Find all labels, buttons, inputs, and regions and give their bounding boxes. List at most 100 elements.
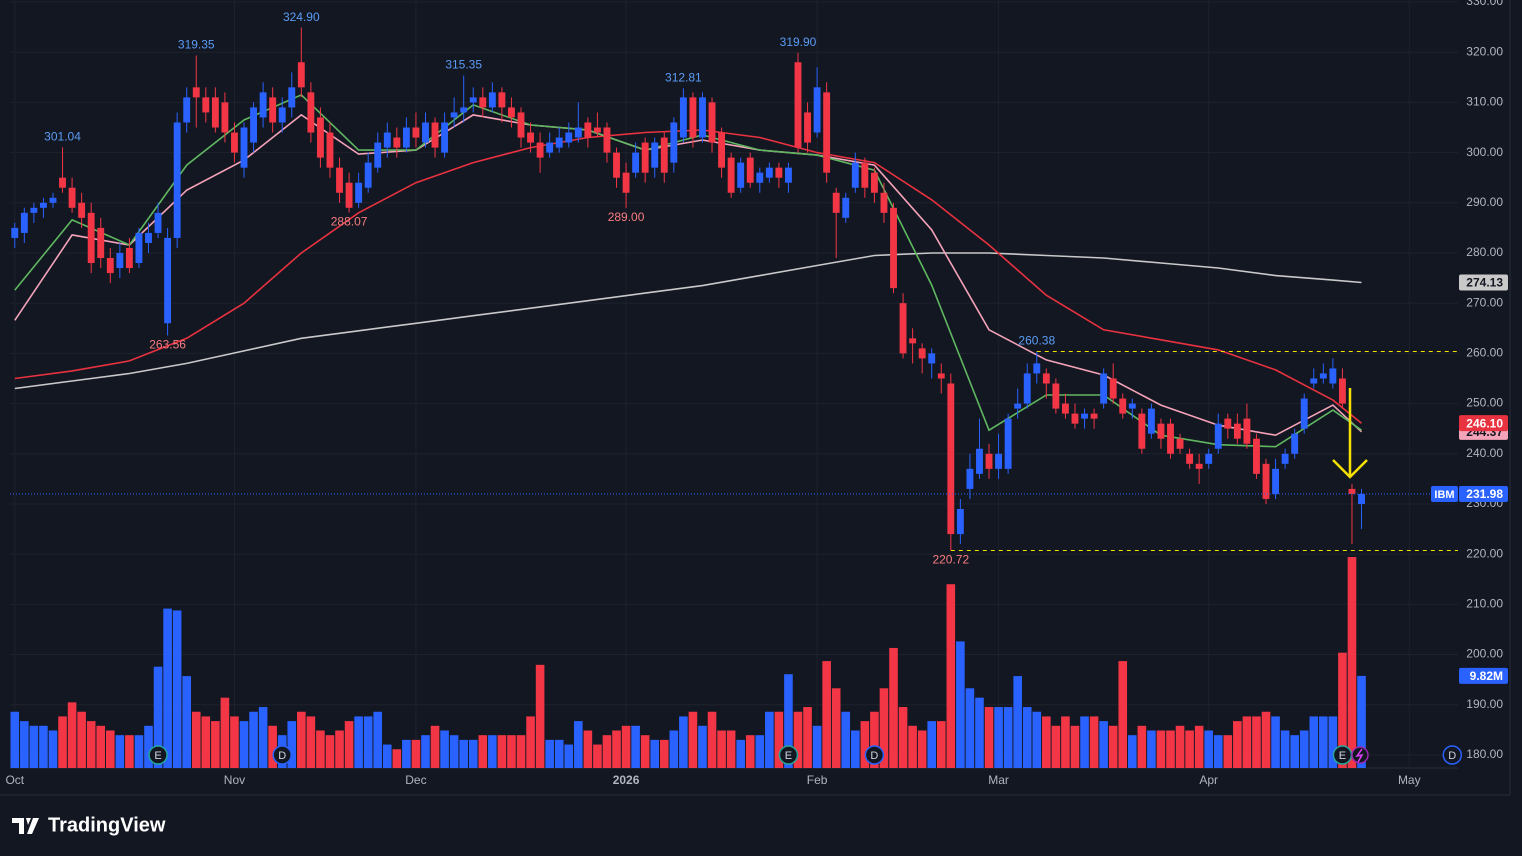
candle-body xyxy=(498,92,506,108)
event-marker xyxy=(272,745,292,765)
volume-bar xyxy=(574,721,583,768)
candle-body xyxy=(593,127,601,133)
volume-bar xyxy=(421,735,430,768)
volume-bar xyxy=(10,711,20,768)
volume-bar xyxy=(1003,707,1013,768)
volume-bar xyxy=(812,725,822,768)
volume-bar xyxy=(363,716,373,768)
candle-body xyxy=(1310,378,1318,384)
x-tick-label: Nov xyxy=(224,773,245,787)
candle-body xyxy=(345,182,353,208)
volume-bar xyxy=(29,725,39,768)
candle-body xyxy=(918,348,926,359)
candle-body xyxy=(20,212,28,233)
last-price-tag-bg xyxy=(1459,486,1508,503)
volume-bar xyxy=(468,739,478,768)
volume-bar xyxy=(870,711,879,768)
volume-bar xyxy=(631,725,640,768)
volume-bar xyxy=(1042,716,1051,768)
volume-bar xyxy=(602,735,612,768)
candle-body xyxy=(899,303,907,354)
volume-tag: 9.82M xyxy=(1470,669,1503,683)
event-marker xyxy=(778,745,799,765)
volume-bar xyxy=(1185,730,1194,768)
volume-bar xyxy=(822,661,831,768)
candle-body xyxy=(39,202,47,208)
candle-body xyxy=(670,122,678,163)
y-tick-label: 310.00 xyxy=(1466,95,1503,109)
candle-body xyxy=(1128,403,1136,409)
candle-body xyxy=(699,97,706,138)
volume-bar xyxy=(182,676,191,768)
candle-body xyxy=(231,132,238,153)
candle-body xyxy=(708,102,716,143)
volume-bar xyxy=(593,744,602,768)
volume-bar xyxy=(564,744,574,768)
price-annotation: 263.56 xyxy=(149,338,186,352)
price-annotation: 319.90 xyxy=(780,35,817,49)
volume-bar xyxy=(459,739,468,768)
volume-bar xyxy=(402,739,411,768)
volume-bar xyxy=(134,735,144,768)
y-tick-label: 260.00 xyxy=(1466,346,1503,360)
candle-body xyxy=(297,62,305,88)
candle-body xyxy=(1358,494,1365,504)
event-label: D xyxy=(870,750,878,762)
candle-body xyxy=(565,132,573,143)
candle-body xyxy=(145,232,152,243)
volume-bar xyxy=(125,735,134,768)
candle-body xyxy=(450,112,458,118)
candle-body xyxy=(336,167,343,193)
volume-bar xyxy=(956,641,965,768)
candle-body xyxy=(870,172,878,193)
candle-body xyxy=(737,162,745,188)
x-tick-label: Feb xyxy=(807,773,828,787)
candle-body xyxy=(393,137,401,148)
volume-bar xyxy=(1137,725,1147,768)
y-tick-label: 190.00 xyxy=(1466,697,1503,711)
volume-bar xyxy=(1080,716,1089,768)
candle-body xyxy=(1186,453,1194,464)
candle-body xyxy=(536,142,544,158)
volume-bar xyxy=(335,730,344,768)
volume-bar xyxy=(1223,735,1233,768)
candle-body xyxy=(97,227,105,259)
price-annotation: 312.81 xyxy=(665,70,702,84)
candle-body xyxy=(469,97,477,103)
volume-bar xyxy=(1108,725,1118,768)
candle-body xyxy=(49,197,57,203)
volume-bar xyxy=(688,711,698,768)
volume-bar xyxy=(220,697,230,768)
volume-bar xyxy=(1032,711,1042,768)
volume-bar xyxy=(908,725,917,768)
volume-bar xyxy=(1051,725,1061,768)
candle-body xyxy=(183,97,191,123)
volume-bar xyxy=(745,735,755,768)
candle-body xyxy=(842,197,850,218)
candle-body xyxy=(861,162,869,188)
logo: TradingView xyxy=(12,814,166,836)
candle-body xyxy=(116,252,124,269)
candle-body xyxy=(785,167,792,183)
candle-body xyxy=(603,127,611,153)
candle-body xyxy=(1090,413,1098,419)
candle-body xyxy=(259,92,267,118)
volume-bar xyxy=(1242,716,1252,768)
volume-bar xyxy=(411,739,421,768)
volume-bar xyxy=(230,716,239,768)
candle-body xyxy=(995,453,1003,469)
y-tick-label: 250.00 xyxy=(1466,396,1503,410)
volume-bar xyxy=(554,739,564,768)
event-label: E xyxy=(785,750,792,762)
volume-bar xyxy=(765,711,774,768)
candle-body xyxy=(756,172,764,183)
volume-bar xyxy=(1338,652,1347,768)
volume-bar xyxy=(297,711,306,768)
price-annotation: 289.00 xyxy=(608,210,645,224)
volume-bar xyxy=(621,725,631,768)
volume-bar xyxy=(39,725,48,768)
volume-bar xyxy=(898,707,908,768)
volume-bar xyxy=(1194,725,1204,768)
candle-body xyxy=(1224,418,1232,429)
